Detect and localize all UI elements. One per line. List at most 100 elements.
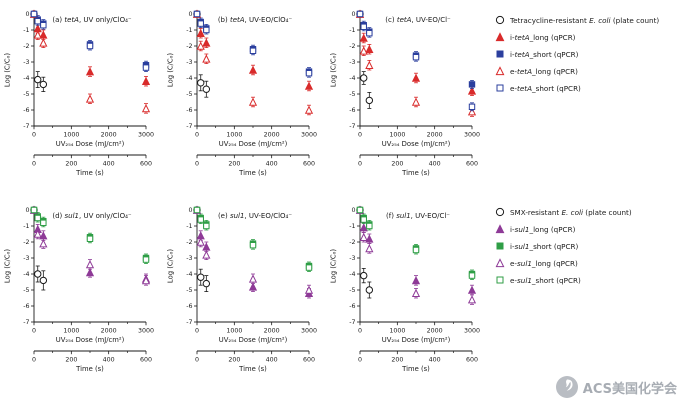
svg-text:1000: 1000 [226,132,242,139]
svg-text:-3: -3 [23,59,29,66]
legend-label: e-sul1_long (qPCR) [510,258,578,268]
legend-label: e-sul1_short (qPCR) [510,275,581,285]
svg-text:2000: 2000 [427,328,443,335]
svg-text:0: 0 [25,11,29,18]
svg-text:2000: 2000 [264,328,280,335]
svg-text:3000: 3000 [464,132,480,139]
svg-text:-4: -4 [186,75,192,82]
svg-text:-6: -6 [23,107,29,114]
svg-text:400: 400 [429,161,441,168]
svg-text:200: 200 [65,357,77,364]
svg-text:0: 0 [25,207,29,214]
square-marker-icon [496,84,504,92]
legend-item: i-tetA_long (qPCR) [494,31,659,43]
svg-text:-6: -6 [186,107,192,114]
svg-text:(f) sul1, UV-EO/Cl⁻: (f) sul1, UV-EO/Cl⁻ [386,212,450,220]
svg-text:200: 200 [391,357,403,364]
svg-text:0: 0 [188,11,192,18]
square-marker-icon [496,276,504,284]
svg-text:2000: 2000 [264,132,280,139]
legend-item: i-sul1_short (qPCR) [494,240,632,252]
svg-text:0: 0 [351,11,355,18]
svg-text:600: 600 [466,161,478,168]
svg-text:UV₂₅₄ Dose (mJ/cm²): UV₂₅₄ Dose (mJ/cm²) [219,336,288,344]
svg-text:0: 0 [195,161,199,168]
svg-text:0: 0 [195,357,199,364]
legend-item: e-tetA_short (qPCR) [494,82,659,94]
svg-text:(e) sul1, UV-EO/ClO₄⁻: (e) sul1, UV-EO/ClO₄⁻ [218,212,292,220]
svg-text:0: 0 [188,207,192,214]
svg-text:-2: -2 [186,43,192,50]
svg-text:600: 600 [140,357,152,364]
svg-text:-7: -7 [23,123,29,130]
svg-text:Time (s): Time (s) [75,169,104,177]
svg-text:-3: -3 [23,255,29,262]
watermark-text: ACS美国化学会 [582,381,677,397]
svg-text:0: 0 [32,357,36,364]
svg-text:-4: -4 [23,271,29,278]
svg-text:-3: -3 [349,59,355,66]
square-marker-icon [496,242,504,250]
svg-text:3000: 3000 [301,132,317,139]
svg-text:Log (C/C₀): Log (C/C₀) [4,249,12,283]
svg-text:Time (s): Time (s) [401,365,430,373]
legend-label: e-tetA_long (qPCR) [510,66,578,76]
svg-text:-1: -1 [186,27,192,34]
svg-text:0: 0 [351,207,355,214]
svg-text:-5: -5 [186,287,192,294]
svg-text:-5: -5 [23,287,29,294]
circle-marker-icon [495,207,505,217]
legend-item: e-sul1_short (qPCR) [494,274,632,286]
svg-text:-1: -1 [23,223,29,230]
svg-text:400: 400 [266,161,278,168]
svg-text:3000: 3000 [301,328,317,335]
legend-label: i-sul1_long (qPCR) [510,224,576,234]
svg-text:0: 0 [358,328,362,335]
svg-text:0: 0 [32,132,36,139]
svg-text:(d) sul1, UV only/ClO₄⁻: (d) sul1, UV only/ClO₄⁻ [52,212,132,220]
svg-text:400: 400 [103,357,115,364]
svg-text:Log (C/C₀): Log (C/C₀) [167,249,175,283]
svg-text:-2: -2 [349,239,355,246]
triangle-marker-icon [495,32,505,42]
acs-logo-icon [555,376,578,398]
svg-text:-7: -7 [186,123,192,130]
svg-text:-4: -4 [349,271,355,278]
svg-text:400: 400 [103,161,115,168]
svg-text:-5: -5 [349,91,355,98]
triangle-marker-icon [495,224,505,234]
svg-text:-5: -5 [186,91,192,98]
svg-text:400: 400 [266,357,278,364]
svg-text:0: 0 [358,357,362,364]
svg-text:0: 0 [32,328,36,335]
svg-text:0: 0 [358,132,362,139]
svg-text:-6: -6 [349,107,355,114]
svg-text:0: 0 [195,132,199,139]
svg-text:Time (s): Time (s) [75,365,104,373]
chart-panels: 0 -1 -2 -3 -4 -5 -6 -7 0 1000 2000 3000 UV₂₅₄ Dose (… [2,2,491,384]
svg-text:200: 200 [228,357,240,364]
legend-item: e-tetA_long (qPCR) [494,65,659,77]
svg-text:-1: -1 [23,27,29,34]
svg-text:2000: 2000 [101,328,117,335]
triangle-marker-icon [495,258,505,268]
svg-text:1000: 1000 [389,132,405,139]
svg-text:-5: -5 [349,287,355,294]
svg-text:1000: 1000 [63,132,79,139]
svg-text:Log (C/C₀): Log (C/C₀) [330,249,338,283]
legend-group-sul1: SMX-resistant E. coli (plate count) i-sul… [494,206,632,286]
legend: Tetracycline-resistant E. coli (plate co… [494,0,682,412]
svg-text:-7: -7 [349,319,355,326]
svg-text:Log (C/C₀): Log (C/C₀) [167,53,175,87]
watermark: ACS美国化学会 [555,376,677,398]
svg-text:-7: -7 [349,123,355,130]
svg-text:Log (C/C₀): Log (C/C₀) [330,53,338,87]
legend-item: e-sul1_long (qPCR) [494,257,632,269]
svg-text:0: 0 [32,161,36,168]
svg-text:Log (C/C₀): Log (C/C₀) [4,53,12,87]
svg-text:200: 200 [391,161,403,168]
legend-label: Tetracycline-resistant E. coli (plate co… [510,15,660,25]
svg-text:-1: -1 [186,223,192,230]
